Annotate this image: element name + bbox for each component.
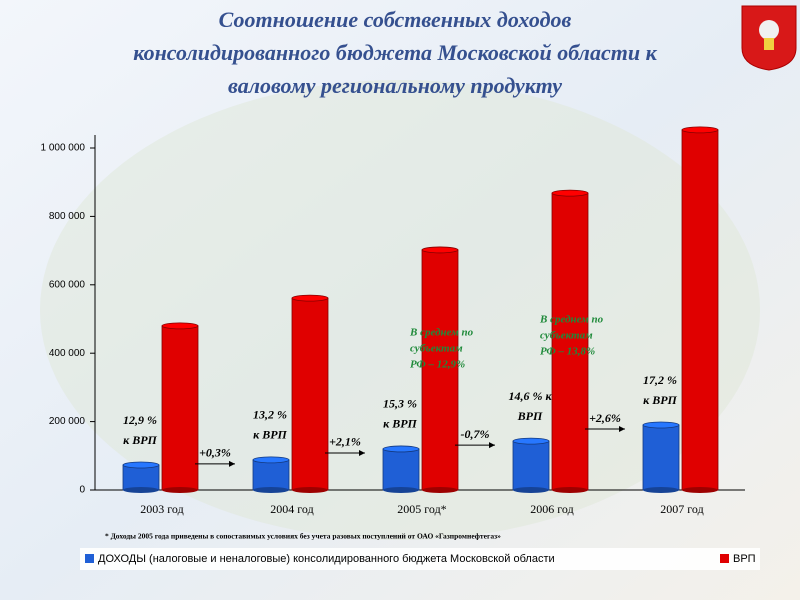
bar-top [642,421,680,429]
share-label: 17,2 % [643,373,677,387]
bar [161,322,199,493]
bar-base [682,487,718,493]
change-label: +2,6% [589,411,621,425]
footnote: * Доходы 2005 года приведены в сопостави… [105,532,501,541]
x-tick-label: 2007 год [660,502,703,516]
bar [122,461,160,493]
bar-base [422,487,458,493]
bar-top [512,437,550,445]
average-note: РФ – 12,9% [410,359,465,371]
change-label: +2,1% [329,435,361,449]
bar-base [513,487,549,493]
x-tick-label: 2004 год [270,502,313,516]
average-note: субъектам [410,343,463,355]
bar [642,421,680,493]
bar-base [123,487,159,493]
arrow-head [359,449,365,456]
chart-title: Соотношение собственных доходов [219,7,572,32]
bar-base [383,487,419,493]
bar [421,246,459,493]
bar-body [291,297,329,491]
emblem [741,5,797,71]
bar-top [291,294,329,302]
chart-title: валовому региональному продукту [228,73,562,98]
bar [551,189,589,493]
share-label: 13,2 % [253,408,287,422]
bar-body [681,129,719,491]
bar-base [162,487,198,493]
bar-body [382,448,420,491]
x-tick-label: 2005 год* [397,502,446,516]
legend-label: ВРП [733,553,756,565]
arrow-head [489,442,495,449]
legend-swatch [720,554,729,563]
share-label: к ВРП [253,428,287,442]
y-tick-label: 800 000 [49,211,86,222]
bar-top [421,246,459,254]
share-label: 12,9 % [123,413,157,427]
y-tick-label: 1 000 000 [41,143,86,154]
y-tick-label: 0 [79,485,85,496]
x-tick-label: 2006 год [530,502,573,516]
bar-top [551,189,589,197]
average-note: РФ – 13,8% [540,346,595,358]
bar [512,437,550,493]
bar-top [252,456,290,464]
bar [382,445,420,493]
legend-box [80,548,760,570]
legend-swatch [85,554,94,563]
bar-body [551,192,589,491]
arrow-head [229,460,235,467]
bar-body [642,424,680,491]
bar-top [382,445,420,453]
share-label: к ВРП [123,433,157,447]
share-label: ВРП [517,409,543,423]
bar-base [552,487,588,493]
average-note: В среднем по [539,314,604,326]
average-note: субъектам [540,330,593,342]
change-label: +0,3% [199,446,231,460]
bar-base [292,487,328,493]
y-tick-label: 400 000 [49,348,86,359]
bar-base [643,487,679,493]
bar [681,126,719,493]
change-label: -0,7% [461,427,490,441]
average-note: В среднем по [409,327,474,339]
chart-title: консолидированного бюджета Московской об… [133,40,657,65]
share-label: 14,6 % к [508,389,552,403]
bar-top [122,461,160,469]
share-label: к ВРП [643,393,677,407]
bar-body [161,325,199,491]
bar-body [421,249,459,491]
bar [291,294,329,493]
bar-body [252,459,290,491]
bar-base [253,487,289,493]
bar-top [681,126,719,134]
bar [252,456,290,493]
legend-label: ДОХОДЫ (налоговые и неналоговые) консоли… [98,553,555,565]
x-tick-label: 2003 год [140,502,183,516]
share-label: к ВРП [383,417,417,431]
y-tick-label: 600 000 [49,279,86,290]
bar-top [161,322,199,330]
bar-body [122,464,160,491]
bar-body [512,440,550,491]
arrow-head [619,426,625,433]
share-label: 15,3 % [383,397,417,411]
y-tick-label: 200 000 [49,416,86,427]
